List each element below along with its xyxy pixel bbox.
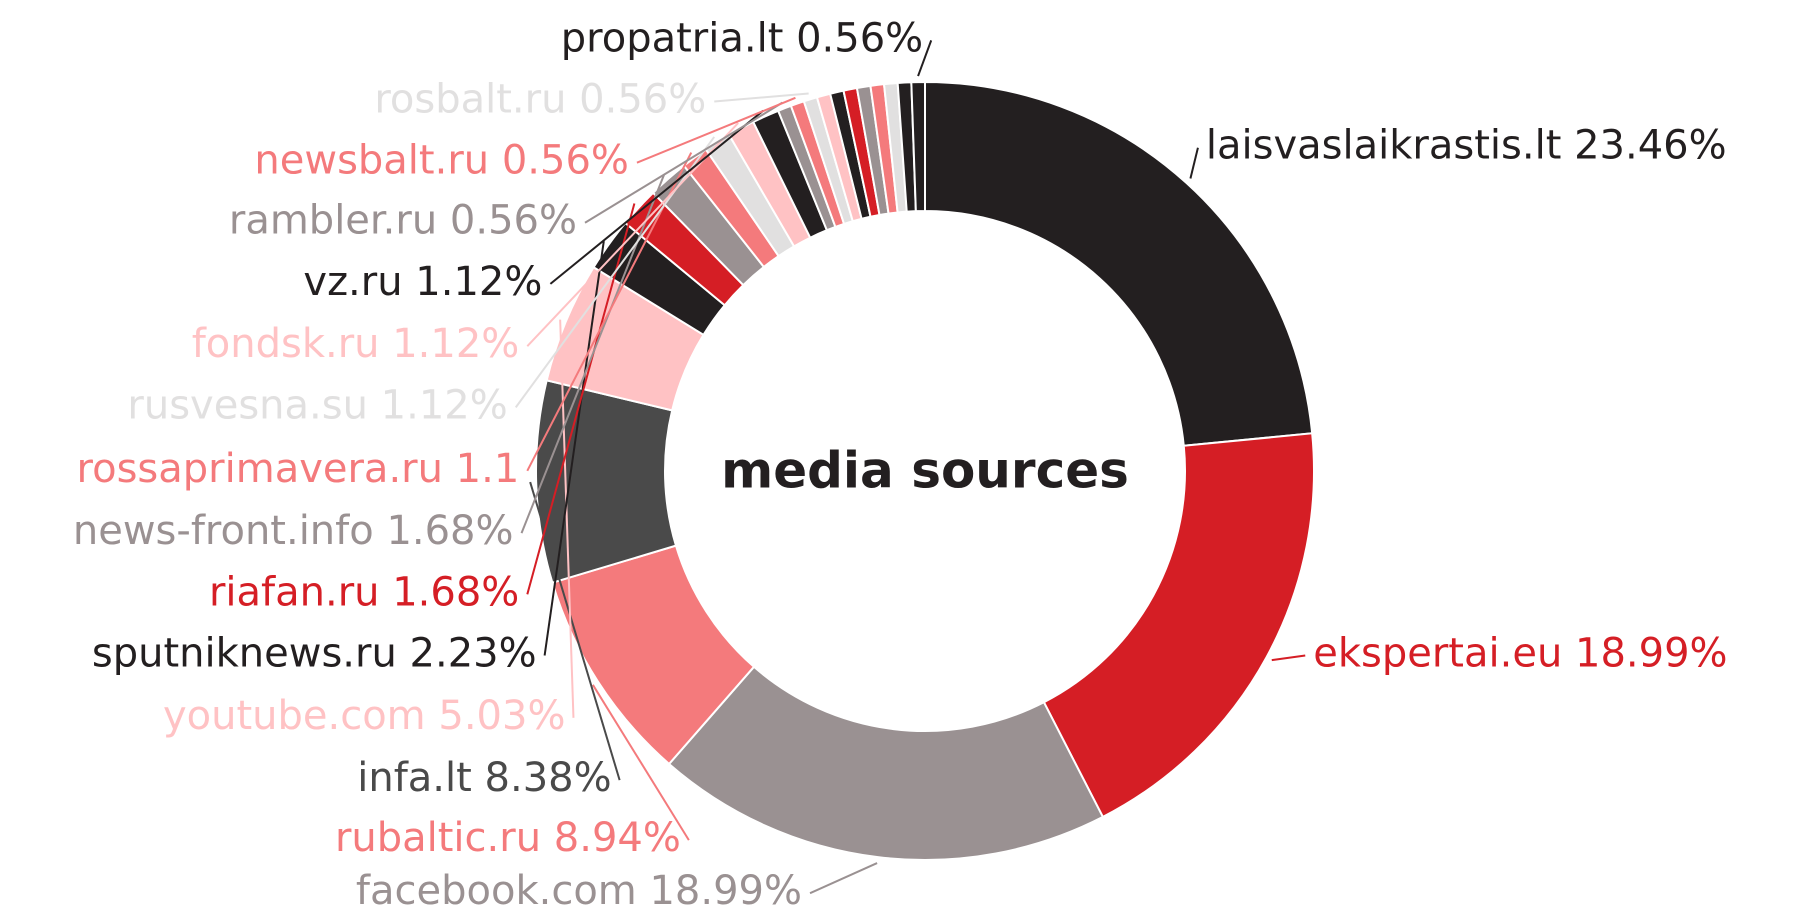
slice-label: ekspertai.eu 18.99% xyxy=(1313,630,1727,676)
leader-line xyxy=(1189,147,1199,179)
leader-line xyxy=(520,173,666,534)
slice-label: rossaprimavera.ru 1.1 xyxy=(77,446,520,492)
donut-segment xyxy=(910,80,926,213)
slice-label: facebook.com 18.99% xyxy=(356,868,802,914)
slice-label: sputniknews.ru 2.23% xyxy=(92,630,537,676)
leader-line xyxy=(809,862,878,895)
slice-value: 8.38% xyxy=(485,755,612,801)
donut-segment xyxy=(924,80,1314,447)
slice-name: fondsk.ru xyxy=(192,321,380,367)
leader-line xyxy=(592,684,690,841)
slice-value: 1.68% xyxy=(386,508,513,554)
slice-name: facebook.com xyxy=(356,868,637,914)
slice-label: rambler.ru 0.56% xyxy=(229,198,577,244)
slice-name: news-front.info xyxy=(73,508,374,554)
slice-name: rusvesna.su xyxy=(127,382,368,428)
leader-line xyxy=(549,109,764,285)
slice-label: newsbalt.ru 0.56% xyxy=(254,138,629,184)
slice-value: 0.56% xyxy=(796,15,923,61)
slice-label: rosbalt.ru 0.56% xyxy=(374,77,706,123)
slice-label: youtube.com 5.03% xyxy=(163,693,565,739)
slice-value: 1.1 xyxy=(456,446,520,492)
donut-segment xyxy=(535,379,678,584)
slice-name: rambler.ru xyxy=(229,198,437,244)
slice-label: laisvaslaikrastis.lt 23.46% xyxy=(1206,123,1727,169)
leader-line xyxy=(1271,654,1306,662)
slice-label: rubaltic.ru 8.94% xyxy=(335,815,681,861)
slice-value: 0.56% xyxy=(579,77,706,123)
slice-value: 1.68% xyxy=(392,569,519,615)
slice-value: 18.99% xyxy=(649,868,802,914)
leader-line xyxy=(559,319,575,718)
slice-value: 2.23% xyxy=(410,630,537,676)
slice-label: rusvesna.su 1.12% xyxy=(127,382,507,428)
slice-name: ekspertai.eu xyxy=(1313,630,1562,676)
donut-segment xyxy=(667,665,1105,861)
slice-value: 5.03% xyxy=(438,693,565,739)
leader-line xyxy=(636,96,796,164)
slice-label: riafan.ru 1.68% xyxy=(209,569,519,615)
slice-label: vz.ru 1.12% xyxy=(303,259,542,305)
slice-value: 0.56% xyxy=(502,138,629,184)
slice-name: laisvaslaikrastis.lt xyxy=(1206,123,1561,169)
slice-name: rubaltic.ru xyxy=(335,815,541,861)
slice-value: 1.12% xyxy=(381,382,508,428)
slice-value: 18.99% xyxy=(1575,630,1728,676)
slice-name: rossaprimavera.ru xyxy=(77,446,443,492)
slice-name: propatria.lt xyxy=(561,15,784,61)
leader-line xyxy=(543,240,605,656)
slice-label: fondsk.ru 1.12% xyxy=(192,321,520,367)
slice-name: newsbalt.ru xyxy=(254,138,489,184)
slice-name: youtube.com xyxy=(163,693,426,739)
donut-segment xyxy=(1042,432,1315,819)
slice-value: 1.12% xyxy=(415,259,542,305)
slice-value: 8.94% xyxy=(554,815,681,861)
leader-line xyxy=(584,101,783,224)
slice-label: propatria.lt 0.56% xyxy=(561,15,923,61)
slice-name: rosbalt.ru xyxy=(374,77,566,123)
slice-name: riafan.ru xyxy=(209,569,380,615)
slice-name: sputniknews.ru xyxy=(92,630,397,676)
slice-value: 0.56% xyxy=(450,198,577,244)
slice-label: infa.lt 8.38% xyxy=(357,755,611,801)
leader-line xyxy=(714,92,809,103)
chart-title: media sources xyxy=(721,442,1129,500)
slice-name: infa.lt xyxy=(357,755,472,801)
slice-name: vz.ru xyxy=(303,259,402,305)
slice-label: news-front.info 1.68% xyxy=(73,508,514,554)
leader-line xyxy=(917,40,933,77)
slice-value: 1.12% xyxy=(392,321,519,367)
slice-value: 23.46% xyxy=(1574,123,1727,169)
